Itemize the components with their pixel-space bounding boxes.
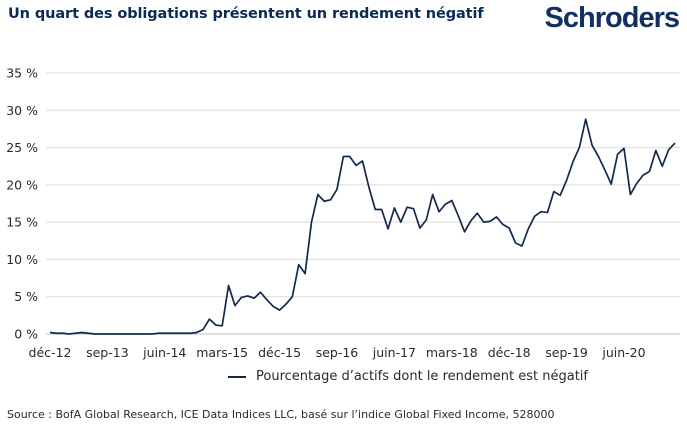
legend: Pourcentage d’actifs dont le rendement e… <box>228 369 588 384</box>
y-tick-label: 35 % <box>6 66 38 81</box>
x-tick-label: déc-12 <box>29 345 72 360</box>
x-tick-label: juin-14 <box>142 345 186 360</box>
legend-label: Pourcentage d’actifs dont le rendement e… <box>256 369 588 384</box>
x-tick-label: mars-15 <box>196 345 248 360</box>
y-tick-label: 25 % <box>6 140 38 155</box>
x-tick-label: juin-20 <box>601 345 645 360</box>
y-tick-label: 10 % <box>6 252 38 267</box>
y-tick-label: 20 % <box>6 177 38 192</box>
x-axis-ticks: déc-12 sep-13 juin-14 mars-15 déc-15 sep-16 ju… <box>29 345 646 360</box>
y-axis-ticks: 0 % 5 % 10 % 15 % 20 % 25 % 30 % 35 % <box>6 66 38 342</box>
y-tick-label: 0 % <box>14 327 38 342</box>
x-tick-label: sep-13 <box>86 345 129 360</box>
legend-swatch-line-icon <box>228 375 246 378</box>
x-tick-label: mars-18 <box>426 345 478 360</box>
gridlines <box>46 72 680 298</box>
y-tick-label: 5 % <box>14 289 38 304</box>
x-tick-label: déc-18 <box>488 345 531 360</box>
schroders-logo: Schroders <box>544 2 680 34</box>
chart-title: Un quart des obligations présentent un r… <box>8 6 484 22</box>
x-tick-label: juin-17 <box>372 345 416 360</box>
y-tick-label: 15 % <box>6 215 38 230</box>
x-tick-label: sep-16 <box>316 345 359 360</box>
x-tick-label: déc-15 <box>258 345 301 360</box>
y-tick-label: 30 % <box>6 103 38 118</box>
source-note: Source : BofA Global Research, ICE Data … <box>7 408 555 421</box>
series-line-negative-yield-share <box>49 118 676 335</box>
x-tick-label: sep-19 <box>545 345 588 360</box>
